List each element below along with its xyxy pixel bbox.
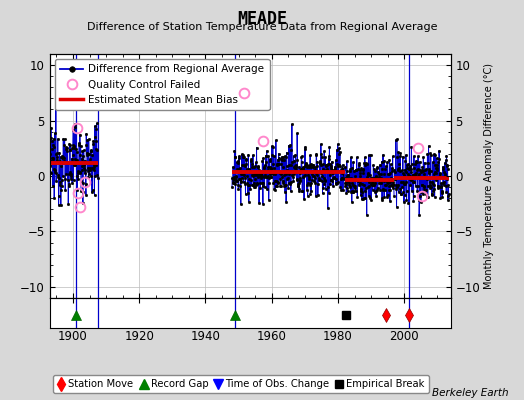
Text: 1940: 1940 (191, 330, 221, 343)
Legend: Station Move, Record Gap, Time of Obs. Change, Empirical Break: Station Move, Record Gap, Time of Obs. C… (53, 375, 429, 393)
Y-axis label: Monthly Temperature Anomaly Difference (°C): Monthly Temperature Anomaly Difference (… (484, 63, 495, 289)
Text: MEADE: MEADE (237, 10, 287, 28)
Text: 1960: 1960 (257, 330, 287, 343)
Text: Difference of Station Temperature Data from Regional Average: Difference of Station Temperature Data f… (87, 22, 437, 32)
Text: 1980: 1980 (323, 330, 353, 343)
Text: 1920: 1920 (124, 330, 154, 343)
Text: 2000: 2000 (389, 330, 419, 343)
Text: Berkeley Earth: Berkeley Earth (432, 388, 508, 398)
Legend: Difference from Regional Average, Quality Control Failed, Estimated Station Mean: Difference from Regional Average, Qualit… (55, 59, 269, 110)
Text: 1900: 1900 (58, 330, 88, 343)
